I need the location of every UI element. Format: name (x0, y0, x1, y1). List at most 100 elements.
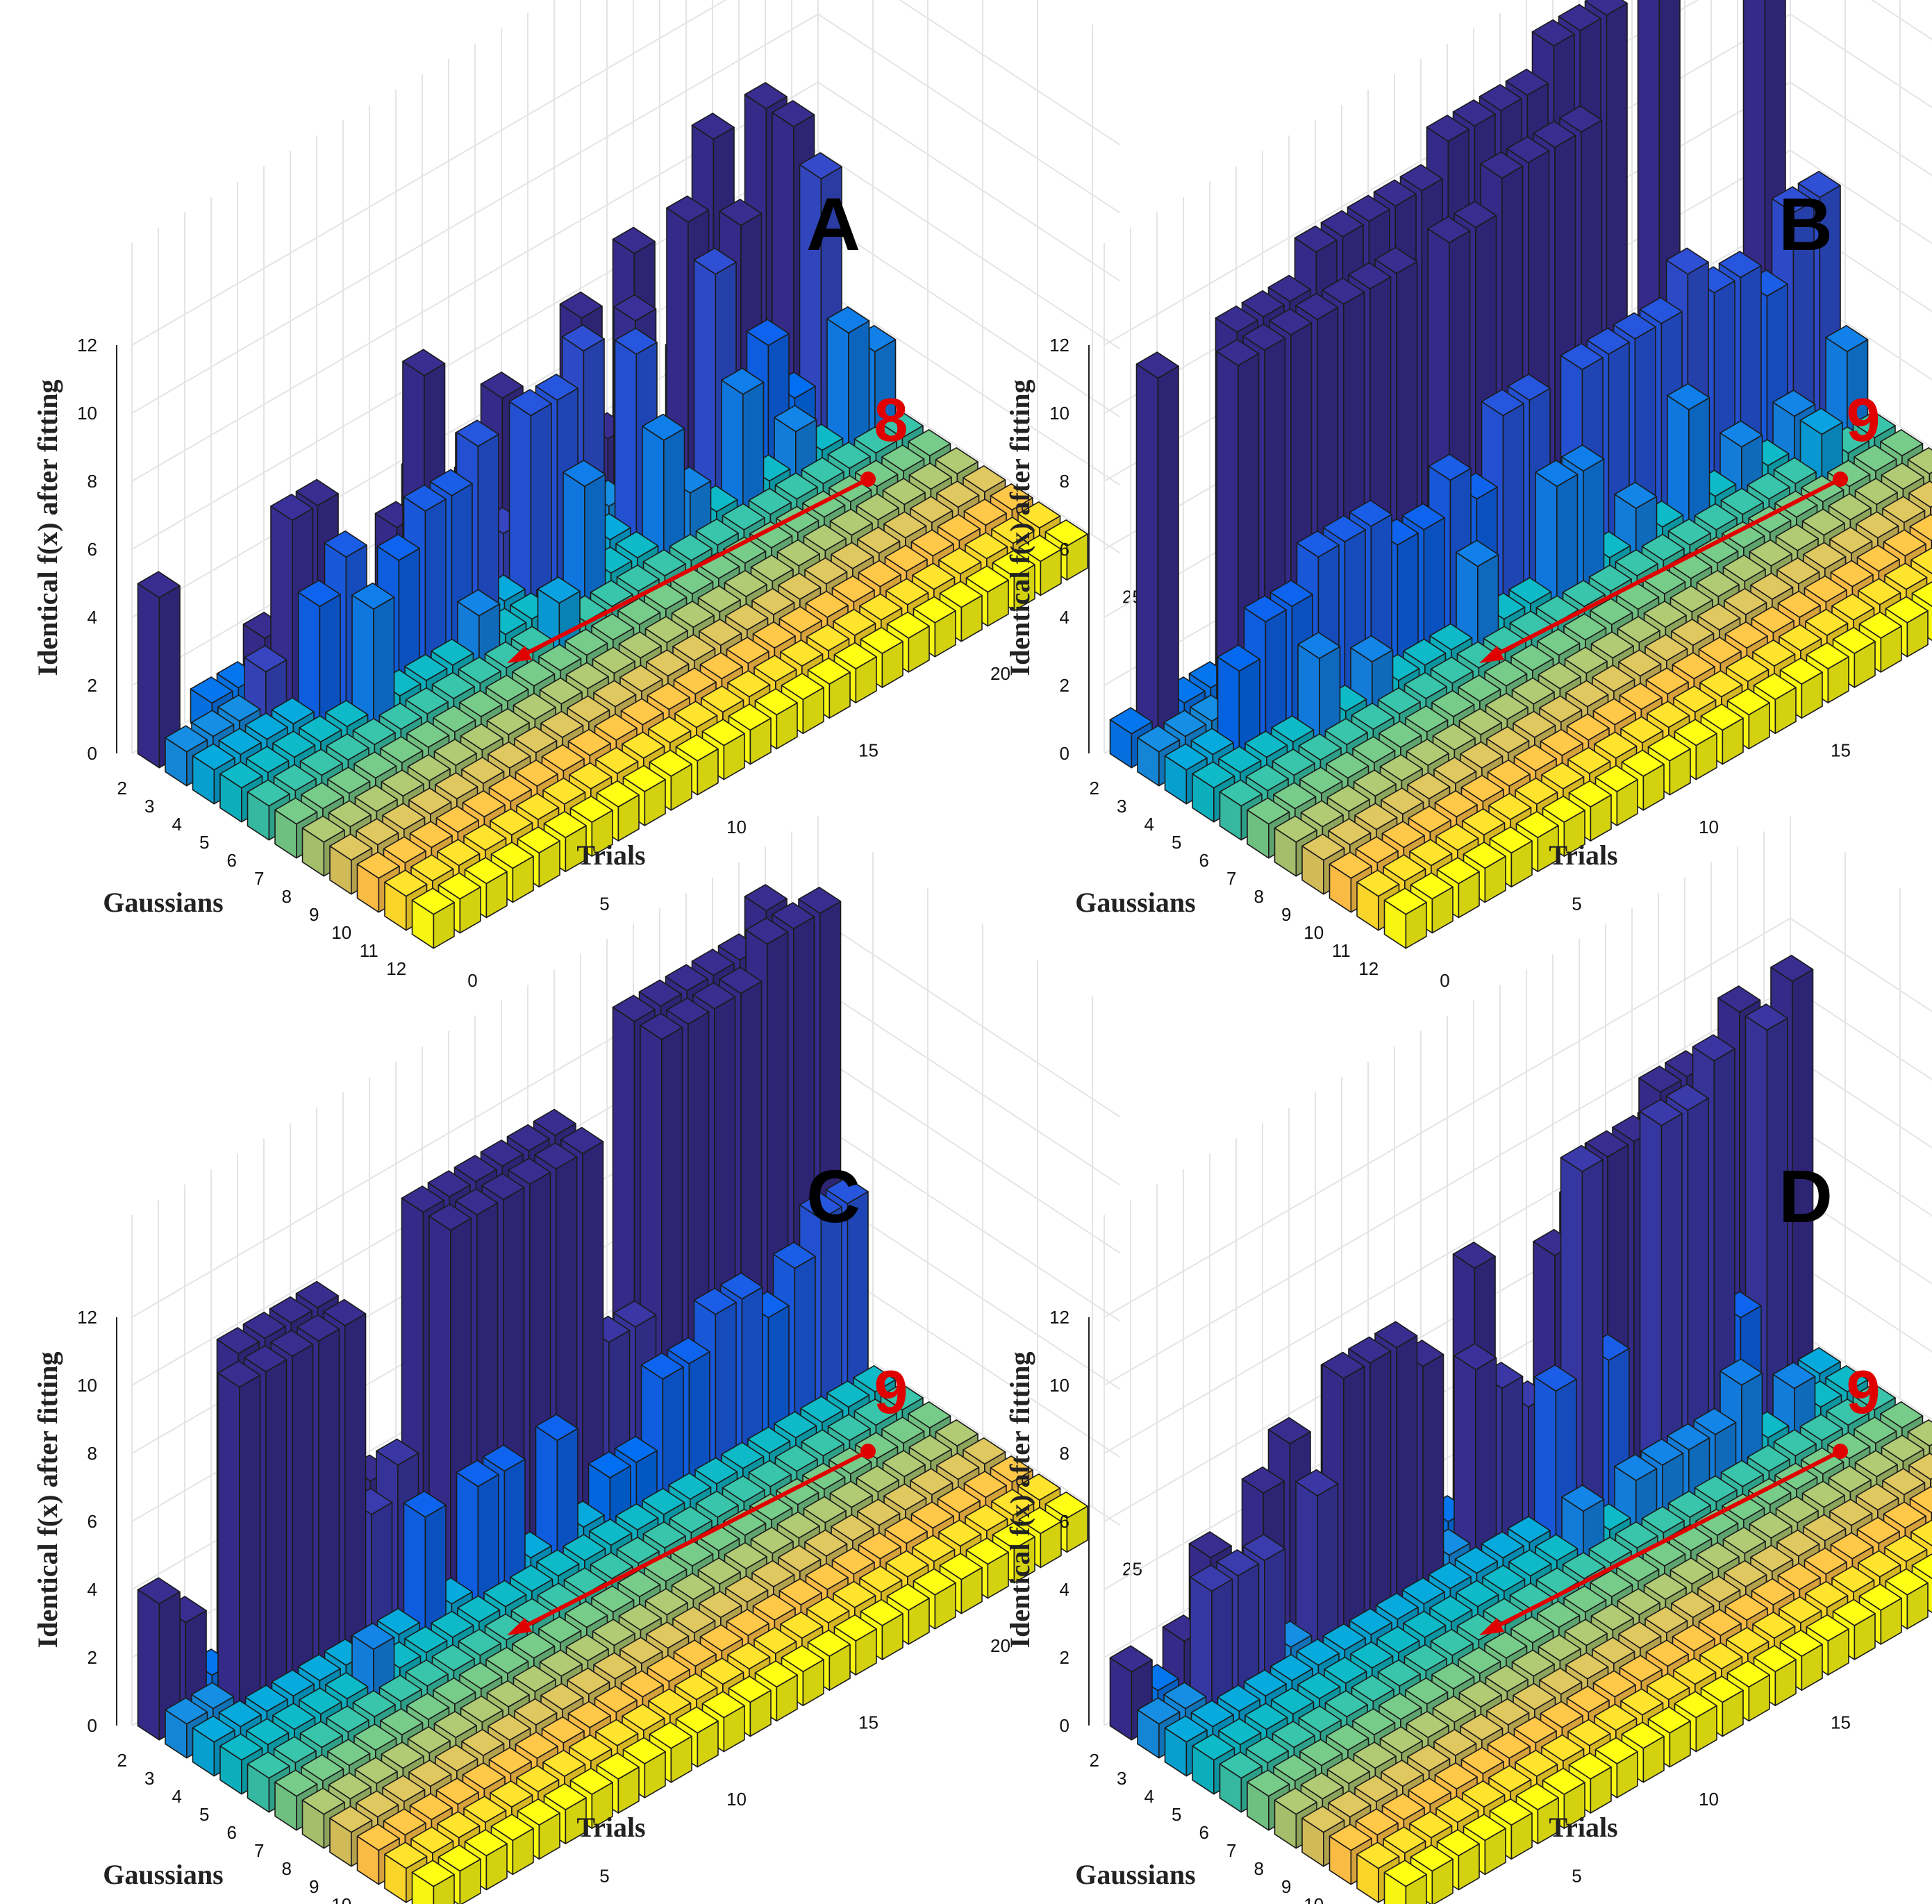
bar-top-face (910, 529, 954, 557)
bar-top-face (647, 683, 690, 710)
bar-top-face (456, 419, 499, 447)
bar-top-face (753, 654, 797, 683)
bar-top-face (192, 743, 235, 771)
bar-top-face (301, 782, 344, 810)
z-tick-label: 4 (1060, 607, 1069, 628)
bar-top-face (376, 533, 420, 561)
bar-top-face (614, 327, 658, 355)
bar-top-face (912, 562, 956, 590)
bar-top-face (751, 587, 795, 615)
x-tick-label: 12 (386, 958, 406, 979)
callout-value: 9 (874, 1358, 908, 1426)
x-tick-label: 10 (1304, 922, 1324, 943)
z-tick-label: 8 (88, 1443, 97, 1464)
bar-top-face (642, 549, 686, 577)
bar-top-face (856, 493, 899, 521)
bar-top-face (513, 692, 556, 720)
bar-top-face (831, 542, 874, 569)
bar-top-face (722, 503, 765, 531)
bar-top-face (512, 659, 556, 687)
x-tick-label: 12 (1358, 958, 1379, 979)
bar-top-face (273, 764, 317, 792)
bar-top-face (674, 701, 718, 728)
callout-dot (1833, 1444, 1848, 1459)
bar-top-face (642, 413, 685, 441)
bar-top-face (965, 532, 1008, 560)
bar-top-face (750, 554, 794, 582)
bar-top-face (244, 645, 288, 673)
z-tick-label: 12 (1049, 335, 1069, 356)
x-tick-label: 4 (172, 814, 182, 835)
bar-top-face (595, 746, 639, 774)
y-tick-label: 10 (1699, 1789, 1719, 1810)
bar-top-face (804, 557, 848, 585)
bar-top-face (460, 723, 503, 751)
bar-top-face (402, 349, 446, 376)
y-tick-label: 5 (599, 894, 609, 915)
bar-top-face (559, 291, 603, 319)
x-tick-label: 7 (254, 868, 264, 889)
bar-top-face (408, 787, 452, 815)
bar-side-face (217, 1372, 240, 1728)
bar-top-face (218, 728, 262, 755)
bar-top-face (561, 324, 605, 352)
x-tick-label: 4 (1144, 814, 1154, 835)
x-tick-label: 9 (309, 904, 319, 925)
bar-top-face (217, 694, 261, 722)
bar-top-face (295, 478, 339, 506)
z-tick-label: 6 (1060, 1511, 1069, 1532)
z-tick-label: 6 (1060, 539, 1069, 560)
bar-top-face (537, 576, 581, 604)
bar-top-face (990, 483, 1033, 511)
bar-top-face (463, 824, 507, 851)
bar-top-face (356, 851, 400, 879)
bar-top-face (619, 665, 663, 692)
z-tick-label: 0 (1060, 743, 1069, 764)
bar-top-face (480, 371, 524, 399)
bar-top-face (616, 564, 660, 592)
x-tick-label: 10 (1304, 1894, 1324, 1904)
z-tick-label: 2 (1060, 1647, 1069, 1668)
bar-top-face (567, 728, 611, 756)
bar-top-face (991, 517, 1035, 544)
x-tick-label: 9 (1281, 1876, 1291, 1897)
z-tick-label: 2 (88, 675, 97, 696)
bar-top-face (615, 531, 659, 559)
bar-top-face (857, 526, 901, 554)
x-tick-label: 3 (1117, 796, 1126, 817)
bar-top-face (913, 596, 956, 624)
bar-top-face (1044, 519, 1088, 547)
bar-top-face (885, 578, 929, 606)
bar-top-face (938, 547, 982, 575)
bar-g5-t14 (563, 460, 606, 624)
panel-c: 024681012234567891011120510152025Identic… (32, 816, 1142, 1904)
x-tick-label: 2 (117, 1750, 127, 1771)
bar-top-face (935, 446, 979, 475)
bar-top-face (458, 656, 501, 684)
z-tick-label: 4 (1060, 1579, 1069, 1600)
bar-top-face (165, 725, 208, 753)
bar-side-face (1135, 363, 1159, 753)
bar-top-face (937, 514, 981, 542)
bar-top-face (437, 839, 481, 867)
bar-top-face (778, 606, 822, 633)
bar-top-face (378, 702, 422, 730)
bar-top-face (356, 818, 399, 846)
bar-top-face (244, 712, 288, 740)
y-tick-label: 15 (858, 1712, 878, 1733)
bars (1109, 954, 1932, 1904)
bar-front-face (1422, 1353, 1444, 1605)
x-tick-label: 8 (1254, 1858, 1264, 1879)
panel-letter: C (806, 1154, 860, 1238)
bar-top-face (407, 754, 451, 782)
z-tick-label: 0 (88, 743, 97, 764)
bar-top-face (880, 410, 924, 439)
bars (137, 82, 1088, 949)
bar-top-face (539, 677, 583, 705)
bar-top-face (593, 680, 637, 708)
y-tick-label: 5 (1572, 1866, 1581, 1887)
bar-top-face (860, 626, 903, 654)
y-tick-label: 5 (599, 1866, 609, 1887)
bar-top-face (297, 579, 341, 608)
